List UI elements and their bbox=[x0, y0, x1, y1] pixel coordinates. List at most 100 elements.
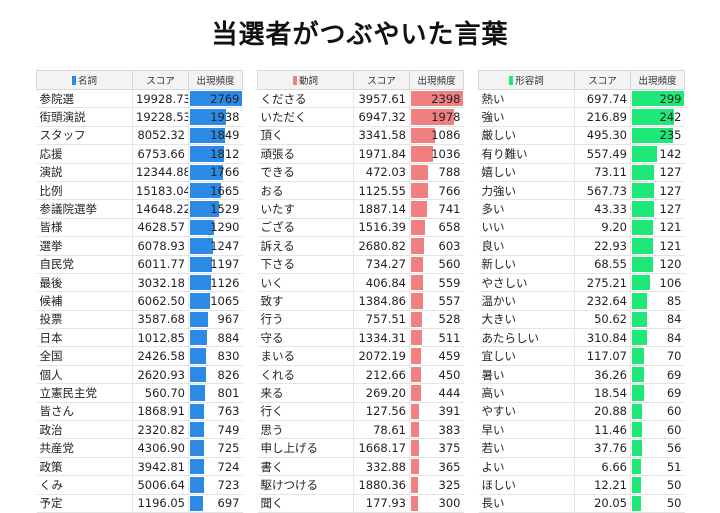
word-cell: 頑張る bbox=[257, 144, 354, 164]
score-cell: 20.05 bbox=[574, 494, 631, 513]
word-cell: 行う bbox=[257, 310, 354, 330]
word-cell: 行く bbox=[257, 402, 354, 422]
score-cell: 6947.32 bbox=[353, 107, 410, 127]
score-cell: 1196.05 bbox=[132, 494, 189, 513]
frequency-bar bbox=[190, 91, 242, 107]
table-row: やすい 20.88 60 bbox=[478, 402, 685, 422]
word-cell: 駆けつける bbox=[257, 475, 354, 495]
table-row: 比例 15183.04 1665 bbox=[36, 181, 243, 201]
frequency-value: 557 bbox=[438, 293, 461, 308]
score-cell: 1334.31 bbox=[353, 328, 410, 348]
score-cell: 22.93 bbox=[574, 236, 631, 256]
frequency-value: 658 bbox=[438, 220, 461, 235]
table-row: 訴える 2680.82 603 bbox=[257, 236, 464, 256]
word-cell: 頂く bbox=[257, 126, 354, 146]
frequency-cell: 60 bbox=[630, 402, 685, 422]
frequency-value: 725 bbox=[217, 441, 240, 456]
frequency-cell: 70 bbox=[630, 346, 685, 366]
frequency-cell: 51 bbox=[630, 457, 685, 477]
frequency-cell: 391 bbox=[409, 402, 464, 422]
word-cell: ござる bbox=[257, 218, 354, 238]
frequency-bar bbox=[411, 311, 423, 328]
table-row: くださる 3957.61 2398 bbox=[257, 89, 464, 109]
frequency-value: 603 bbox=[438, 238, 461, 253]
frequency-cell: 60 bbox=[630, 420, 685, 440]
word-cell: 予定 bbox=[36, 494, 133, 513]
table-row: 個人 2620.93 826 bbox=[36, 365, 243, 385]
word-cell: よい bbox=[478, 457, 575, 477]
word-cell: 温かい bbox=[478, 291, 575, 311]
score-cell: 212.66 bbox=[353, 365, 410, 385]
frequency-value: 1197 bbox=[210, 257, 240, 272]
frequency-bar bbox=[190, 109, 227, 125]
table-row: やさしい 275.21 106 bbox=[478, 273, 685, 293]
table-row: 全国 2426.58 830 bbox=[36, 346, 243, 366]
frequency-cell: 967 bbox=[188, 310, 243, 330]
score-cell: 567.73 bbox=[574, 181, 631, 201]
frequency-cell: 235 bbox=[630, 126, 685, 146]
frequency-bar bbox=[411, 348, 421, 364]
frequency-bar bbox=[411, 127, 435, 144]
table-row: 熱い 697.74 299 bbox=[478, 89, 685, 109]
frequency-bar bbox=[632, 238, 654, 254]
word-cell: 全国 bbox=[36, 346, 133, 366]
verb-table: 動詞 スコア 出現頻度 くださる 3957.61 2398 いただく 6947.32 19… bbox=[257, 70, 464, 513]
frequency-cell: 1197 bbox=[188, 255, 243, 274]
table-row: 選挙 6078.93 1247 bbox=[36, 236, 243, 256]
score-cell: 6062.50 bbox=[132, 291, 189, 311]
frequency-cell: 365 bbox=[409, 457, 464, 477]
frequency-bar bbox=[632, 403, 643, 420]
frequency-value: 106 bbox=[659, 275, 682, 290]
verb-header-freq: 出現頻度 bbox=[409, 70, 464, 90]
frequency-bar bbox=[190, 495, 204, 511]
word-cell: やさしい bbox=[478, 273, 575, 293]
word-cell: くみ bbox=[36, 475, 133, 495]
score-cell: 19928.73 bbox=[132, 89, 189, 109]
table-row: 書く 332.88 365 bbox=[257, 457, 464, 477]
noun-table: 名詞 スコア 出現頻度 参院選 19928.73 2769 街頭演説 19228.53 1… bbox=[36, 70, 243, 513]
score-cell: 1516.39 bbox=[353, 218, 410, 238]
word-cell: 書く bbox=[257, 457, 354, 477]
frequency-cell: 50 bbox=[630, 494, 685, 513]
noun-panel: 名詞 スコア 出現頻度 参院選 19928.73 2769 街頭演説 19228.53 1… bbox=[36, 70, 243, 513]
frequency-bar bbox=[632, 146, 657, 162]
score-cell: 757.51 bbox=[353, 310, 410, 330]
score-cell: 9.20 bbox=[574, 218, 631, 238]
verb-header-word: 動詞 bbox=[257, 70, 354, 90]
score-cell: 3341.58 bbox=[353, 126, 410, 146]
frequency-cell: 559 bbox=[409, 273, 464, 293]
word-cell: 多い bbox=[478, 199, 575, 219]
frequency-value: 69 bbox=[666, 385, 682, 400]
score-cell: 1125.55 bbox=[353, 181, 410, 201]
score-cell: 1887.14 bbox=[353, 199, 410, 219]
frequency-value: 2769 bbox=[210, 91, 240, 106]
table-row: ござる 1516.39 658 bbox=[257, 218, 464, 238]
frequency-cell: 1665 bbox=[188, 181, 243, 201]
frequency-bar bbox=[632, 293, 647, 309]
frequency-value: 1065 bbox=[210, 293, 240, 308]
table-row: 厳しい 495.30 235 bbox=[478, 126, 685, 146]
frequency-bar bbox=[190, 219, 215, 236]
score-cell: 50.62 bbox=[574, 310, 631, 330]
frequency-bar bbox=[411, 403, 420, 420]
frequency-bar bbox=[411, 164, 429, 180]
score-cell: 697.74 bbox=[574, 89, 631, 109]
frequency-value: 967 bbox=[217, 312, 240, 327]
score-cell: 68.55 bbox=[574, 255, 631, 274]
frequency-value: 724 bbox=[217, 459, 240, 474]
word-cell: 暑い bbox=[478, 365, 575, 385]
frequency-bar bbox=[190, 440, 204, 456]
frequency-cell: 56 bbox=[630, 438, 685, 458]
frequency-value: 1849 bbox=[210, 128, 240, 143]
score-cell: 127.56 bbox=[353, 402, 410, 422]
frequency-bar bbox=[632, 330, 647, 346]
table-row: 聞く 177.93 300 bbox=[257, 494, 464, 513]
score-cell: 734.27 bbox=[353, 255, 410, 274]
frequency-value: 444 bbox=[438, 385, 461, 400]
word-cell: 宜しい bbox=[478, 346, 575, 366]
frequency-value: 84 bbox=[666, 312, 682, 327]
score-cell: 6.66 bbox=[574, 457, 631, 477]
frequency-bar bbox=[411, 293, 424, 309]
word-cell: 新しい bbox=[478, 255, 575, 274]
word-cell: 政策 bbox=[36, 457, 133, 477]
